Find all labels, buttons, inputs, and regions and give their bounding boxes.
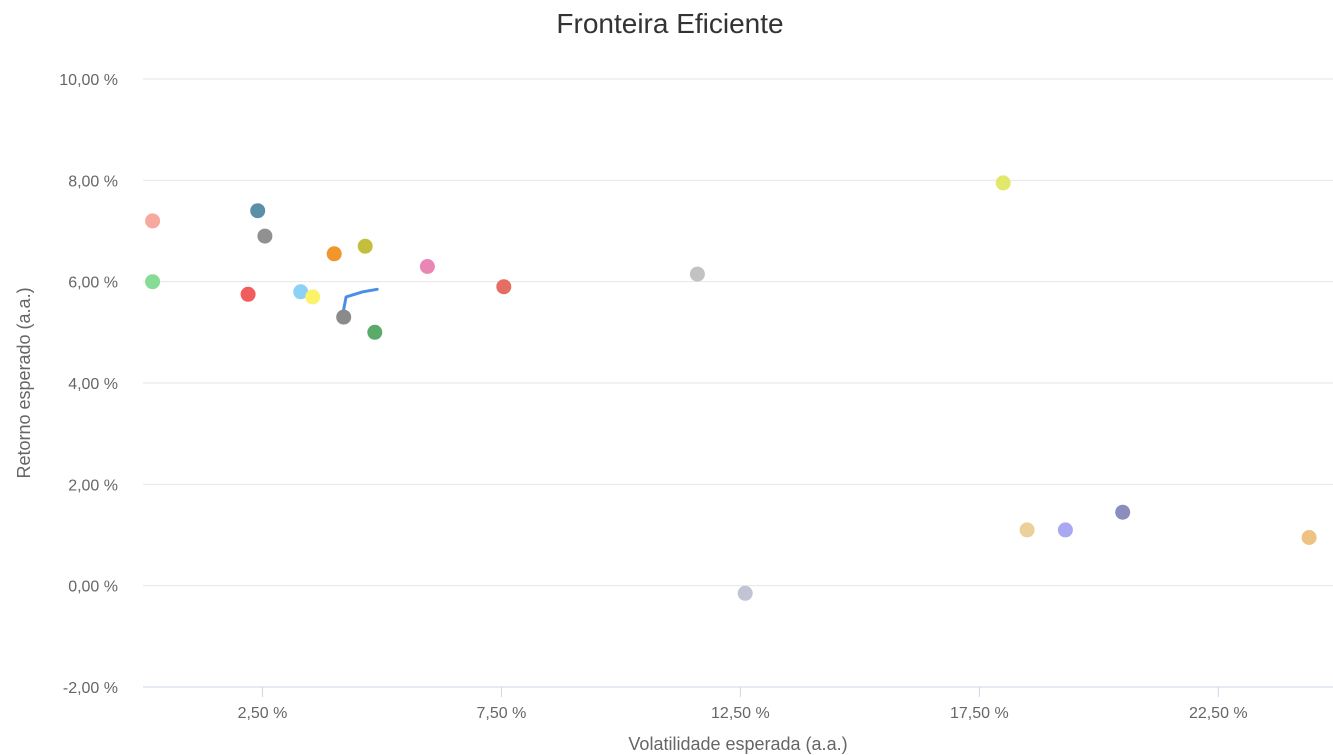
- scatter-point[interactable]: [293, 284, 309, 300]
- y-tick-label: 4,00 %: [68, 376, 118, 393]
- y-tick-label: 2,00 %: [68, 477, 118, 494]
- scatter-point[interactable]: [419, 259, 435, 274]
- y-tick-label: 6,00 %: [68, 275, 118, 292]
- scatter-point[interactable]: [357, 238, 373, 254]
- scatter-point[interactable]: [1115, 504, 1131, 520]
- x-tick-label: 2,50 %: [238, 705, 288, 722]
- scatter-point[interactable]: [995, 175, 1011, 191]
- scatter-point[interactable]: [250, 203, 266, 219]
- scatter-point[interactable]: [1301, 530, 1317, 545]
- scatter-point[interactable]: [305, 289, 321, 305]
- scatter-point[interactable]: [689, 266, 705, 282]
- scatter-point[interactable]: [326, 246, 342, 262]
- scatter-point[interactable]: [737, 585, 753, 601]
- x-tick-label: 17,50 %: [950, 705, 1009, 722]
- frontier-line[interactable]: [342, 287, 379, 311]
- scatter-point[interactable]: [367, 324, 383, 340]
- x-tick-label: 12,50 %: [711, 705, 770, 722]
- scatter-point[interactable]: [1057, 522, 1073, 538]
- scatter-point[interactable]: [257, 228, 273, 244]
- y-tick-label: 0,00 %: [68, 579, 118, 596]
- y-axis-label: Retorno esperado (a.a.): [14, 287, 34, 478]
- x-tick-label: 7,50 %: [477, 705, 527, 722]
- x-axis: 2,50 % 7,50 % 12,50 % 17,50 % 22,50 %: [143, 686, 1333, 722]
- scatter-point[interactable]: [240, 286, 256, 302]
- grid-lines: [143, 78, 1333, 587]
- scatter-point[interactable]: [145, 213, 161, 229]
- plot-area: [145, 175, 1317, 601]
- y-tick-label: 10,00 %: [59, 72, 118, 89]
- x-axis-label: Volatilidade esperada (a.a.): [628, 734, 847, 754]
- scatter-point[interactable]: [496, 279, 512, 295]
- y-tick-label: 8,00 %: [68, 173, 118, 190]
- x-tick-label: 22,50 %: [1189, 705, 1248, 722]
- chart-title: Fronteira Eficiente: [556, 8, 783, 39]
- y-tick-label: -2,00 %: [63, 680, 118, 697]
- y-axis: -2,00 % 0,00 % 2,00 % 4,00 % 6,00 % 8,00 % 10,…: [59, 72, 118, 697]
- scatter-point[interactable]: [336, 309, 352, 325]
- scatter-point[interactable]: [145, 274, 161, 290]
- scatter-point[interactable]: [1019, 522, 1035, 538]
